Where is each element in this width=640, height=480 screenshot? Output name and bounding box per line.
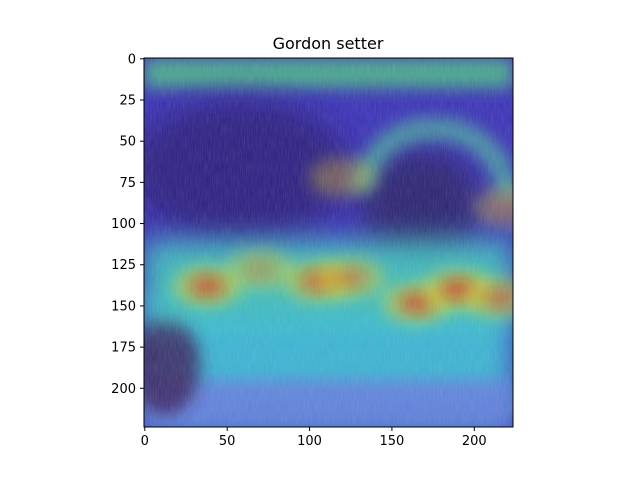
- x-tick-label: 0: [141, 434, 149, 449]
- y-tick-label: 100: [111, 217, 136, 232]
- plot-frame: [143, 57, 514, 428]
- y-tick-label: 175: [111, 341, 136, 356]
- y-tick-label: 0: [128, 52, 136, 67]
- x-tick-label: 100: [297, 434, 322, 449]
- x-axis: 0 50 100 150 200: [141, 427, 487, 449]
- x-tick-label: 50: [219, 434, 236, 449]
- y-tick-label: 25: [119, 94, 136, 109]
- heatmap-image: [144, 58, 513, 427]
- y-axis: 0 25 50 75 100 125 150 175 200: [111, 52, 144, 397]
- y-tick-label: 75: [119, 176, 136, 191]
- chart-title: Gordon setter: [273, 34, 384, 53]
- y-tick-label: 125: [111, 258, 136, 273]
- y-tick-label: 50: [119, 135, 136, 150]
- x-tick-label: 150: [380, 434, 405, 449]
- y-tick-label: 150: [111, 299, 136, 314]
- y-tick-label: 200: [111, 382, 136, 397]
- x-tick-label: 200: [462, 434, 487, 449]
